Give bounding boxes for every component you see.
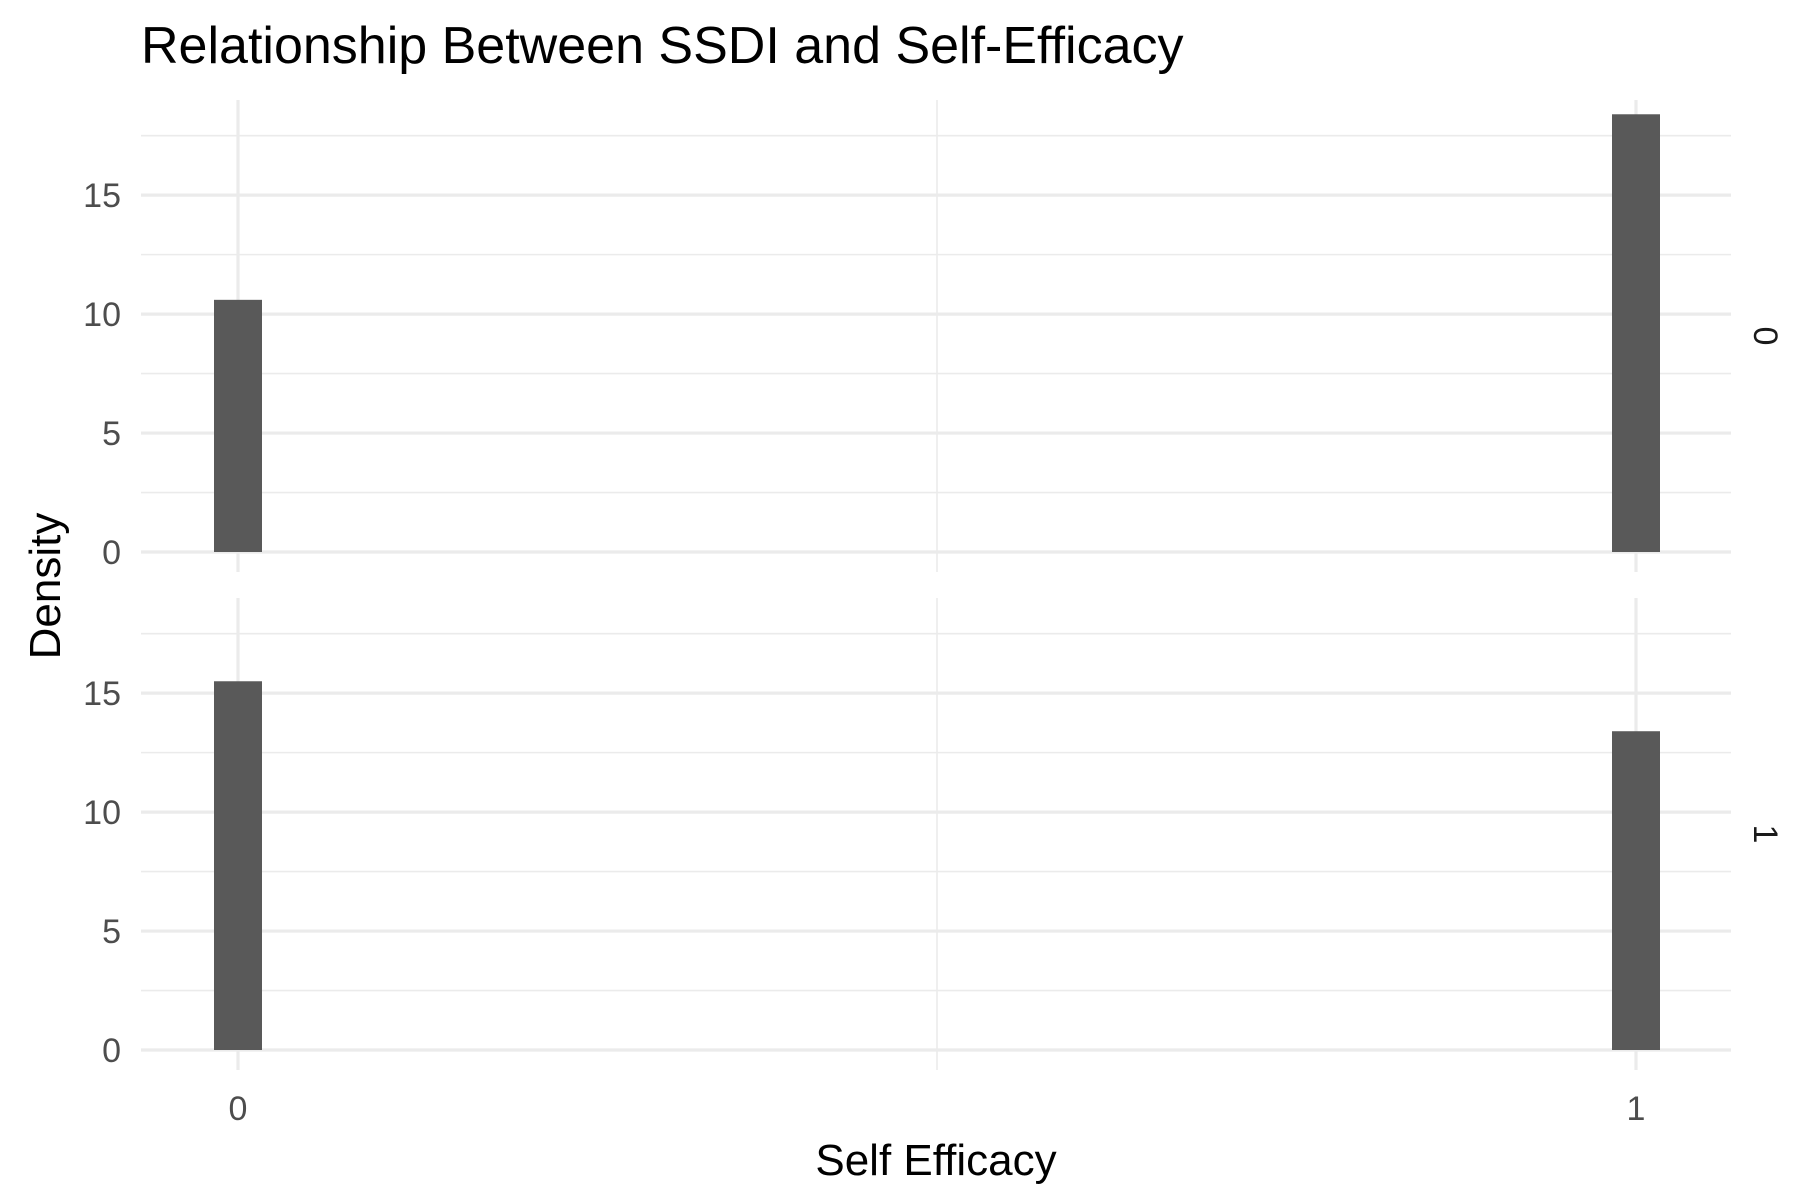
facet-panels: 0 5 10 15 0 0 5 10 15 1 [83, 100, 1784, 1070]
facet-panel-1: 0 5 10 15 1 [83, 598, 1784, 1070]
facet-strip-label: 1 [1746, 825, 1784, 844]
y-tick-label: 10 [83, 794, 121, 832]
histogram-bar [214, 681, 262, 1050]
chart-title: Relationship Between SSDI and Self-Effic… [141, 17, 1184, 75]
facet-panel-0: 0 5 10 15 0 [83, 100, 1784, 572]
y-tick-label: 10 [83, 296, 121, 334]
y-axis-title: Density [21, 513, 70, 660]
x-tick-label: 0 [229, 1090, 248, 1128]
y-tick-label: 5 [102, 913, 121, 951]
x-axis-title: Self Efficacy [815, 1136, 1056, 1185]
x-tick-label: 1 [1627, 1090, 1646, 1128]
facet-strip-label: 0 [1746, 327, 1784, 346]
y-tick-label: 0 [102, 1032, 121, 1070]
y-tick-label: 5 [102, 415, 121, 453]
y-tick-label: 15 [83, 675, 121, 713]
histogram-bar [1612, 731, 1660, 1050]
y-tick-label: 0 [102, 534, 121, 572]
y-tick-label: 15 [83, 177, 121, 215]
histogram-bar [1612, 114, 1660, 552]
histogram-bar [214, 299, 262, 552]
